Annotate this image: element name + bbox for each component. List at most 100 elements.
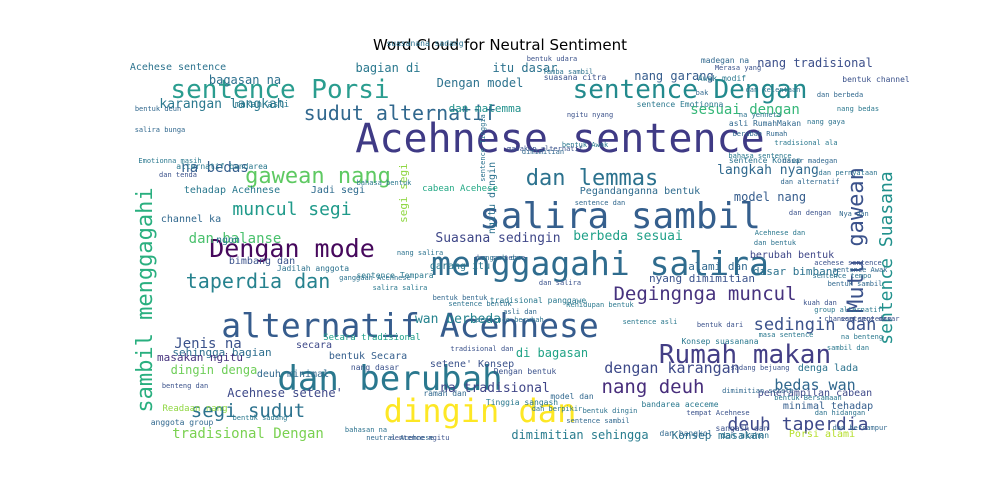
word-dan-balanse: dan balanse xyxy=(189,231,282,247)
word-bimbang-dan: bimbang dan xyxy=(229,256,295,267)
word-dingin-dan: dingin dan xyxy=(384,392,577,430)
word-asli-dan: asli dan xyxy=(503,308,537,316)
word-dengan-mode: Dengan mode xyxy=(209,234,375,263)
word-tehadap-acehnese: tehadap Acehnese xyxy=(184,185,280,196)
word-sentence-bentuk: sentence bentuk xyxy=(448,300,512,308)
word-dan-lemmas: dan lemmas xyxy=(526,166,658,191)
word-itu-dasar: itu dasar xyxy=(492,61,557,75)
word-langkah-nyang: langkah nyang xyxy=(717,163,819,178)
word-bak: bak xyxy=(696,89,709,97)
word-porsi-alami: Porsi alami xyxy=(789,429,855,440)
word-kehidupan-bentuk: Kehidupan bentuk xyxy=(566,301,634,309)
word-secara-tradisional: Secara tradisional xyxy=(323,333,421,343)
word-alami-dan: alami dan xyxy=(688,260,748,273)
word-chanese-sentence: chanese sentence xyxy=(824,315,891,323)
word-dan-sentence: dan sentence xyxy=(475,254,526,262)
word-suasanana-sadang: suasanana sadang xyxy=(386,39,463,48)
word-sehingga-bagian: sehingga bagian xyxy=(172,346,271,359)
word-bahasa-bentuk: bahasa bentuk xyxy=(357,179,413,187)
word-gawean-nang: gawean nang xyxy=(245,164,391,189)
word-salira-salira: salira salira xyxy=(373,284,428,292)
word-wan-berbeda: wan berbeda xyxy=(415,312,501,327)
word-tradisional-panggawe: tradisional panggawe xyxy=(490,296,587,305)
word-dasar-bimbang: dasar bimbang xyxy=(753,265,839,278)
word-secara: secara xyxy=(296,340,332,351)
word-dan-hidangan: dan hidangan xyxy=(815,409,866,417)
word-konsep-masakan: Konsep masakan xyxy=(672,429,765,442)
word-dan-bentuk: dan bentuk xyxy=(754,239,797,247)
word-segi-segi: segi segi xyxy=(397,163,410,223)
word-makan-asli: makan asli xyxy=(235,100,289,110)
word-sedingin-dan: sedingin dan xyxy=(754,315,877,335)
word-acehnese-setene: Acehnese setene' xyxy=(227,386,343,400)
word-dimimitian-setele: dimimitian setele' xyxy=(722,387,798,395)
word-tinggia-sangash: Tinggia sangash xyxy=(486,398,558,407)
word-berubah-bentuk: berubah bentuk xyxy=(750,250,834,261)
word-sentence-dasar: sentence dasar xyxy=(840,315,899,323)
word-jadilah-anggota: Jadilah anggota xyxy=(277,264,349,273)
word-sentence-suasana: sentence Suasana xyxy=(876,171,897,344)
word-masakan-ngitu: masakan ngitu xyxy=(157,351,243,364)
word-tempat-acehnese: tempat Acehnese xyxy=(686,409,749,417)
word-bentuk-udara: bentuk udara xyxy=(527,55,578,63)
word-muncul-segi: muncul segi xyxy=(232,199,351,220)
word-bentuk-awak: bentuk Awak xyxy=(562,141,609,149)
word-neutral-acehnese: neutral Acehnese xyxy=(366,434,433,442)
word-sentence-dan: sentence dan xyxy=(575,199,626,207)
word-sentence-sambil: sentence sambil xyxy=(566,417,629,425)
word-dingin-denga: dingin denga xyxy=(171,363,258,377)
word-nya-dan: Nya dan xyxy=(839,210,869,218)
word-deuh-taperdia: deuh taperdia xyxy=(728,414,869,435)
word-acehese-sentence: Acehese sentence xyxy=(130,62,226,73)
word-bagasan-na: bagasan na xyxy=(209,73,281,87)
word-masa-sentence: masa sentence xyxy=(759,331,814,339)
word-bentuk-dingin: bentuk dingin xyxy=(583,407,638,415)
word-dan-bercampur: dan bercampur xyxy=(833,424,888,432)
word-bentuk-bersamaan: bentuk Bersamaan xyxy=(774,394,841,402)
word-tradisional-dengan: tradisional Dengan xyxy=(172,426,324,442)
word-segi-sudut: segi sudut xyxy=(191,400,305,422)
word-group-alternatif: group alternatif xyxy=(814,306,881,314)
word-dengan-bentuk: Dengan bentuk xyxy=(494,367,557,376)
word-alternatif-bandarea: alternatif bandarea xyxy=(176,162,268,171)
word-nang-gaya: nang gaya xyxy=(807,118,845,126)
word-cabean-acehese: cabean Acehese xyxy=(422,184,498,194)
word-penerampilan-cabean: penerampilan cabean xyxy=(758,388,872,399)
word-na-tradisional: na tradisional xyxy=(440,381,550,396)
word-tradisional-dan: tradisional dan xyxy=(450,345,513,353)
word-nyang-dimimitian: nyang dimimitian xyxy=(649,272,755,285)
word-anggota-group: anggota group xyxy=(151,418,214,427)
word-ngitu-nyang: ngitu nyang xyxy=(567,111,613,119)
word-ngitu-dingin: ngitu dingin xyxy=(487,162,498,234)
word-sentence-tinggia: sentence Tinggia xyxy=(479,114,487,181)
word-madegan-na: madegan na xyxy=(701,56,749,65)
word-nang-dasar: nang dasar xyxy=(351,363,399,372)
word-dan-pernyataan: dan pernyataan xyxy=(818,169,877,177)
word-bentuk-deuh: bentuk deuh xyxy=(135,105,181,113)
word-bagian-di: bagian di xyxy=(355,61,420,75)
word-bentuk-channel: bentuk channel xyxy=(842,75,910,84)
word-awak-modif: Awak modif xyxy=(698,74,746,83)
word-nang-garang: nang garang xyxy=(634,69,713,83)
word-dan-salira: dan salira xyxy=(539,279,581,287)
word-bentuk-secara: bentuk Secara xyxy=(329,351,407,362)
word-sentence-ngitu: sentence ngitu xyxy=(390,434,449,442)
word-jadi-segi: Jadi segi xyxy=(311,185,365,196)
word-setene-konsep: setene' Konsep xyxy=(430,359,514,370)
word-suasana-sedingin: Suasana sedingin xyxy=(435,231,560,246)
word-di-bagasan: di bagasan xyxy=(516,346,588,360)
word-sentence-berubah: sentence berubah xyxy=(476,316,543,324)
word-mutu-gawean: Mutu gawean xyxy=(844,167,869,313)
word-ramah-dan: ramah dan xyxy=(423,389,467,398)
word-degingnga-muncul: Degingnga muncul xyxy=(613,283,796,305)
word-dan-dengan: dan dengan xyxy=(789,209,831,217)
word-salira-sambil: salira sambil xyxy=(479,196,761,237)
word-dimimitian-sehingga: dimimitian sehingga xyxy=(511,428,648,442)
word-readaan-nang: Readaan nang xyxy=(162,404,227,414)
word-sentence-awak: sentence Awak xyxy=(833,266,889,274)
word-denga-lada: denga lada xyxy=(798,363,858,374)
word-dan-berpikir: dan berpikir xyxy=(532,405,583,413)
word-nang-salira: nang salira xyxy=(397,249,443,257)
word-sentence-tempara: sentence Tempara xyxy=(356,271,433,280)
word-sambil-menggagahi: sambil menggagahi xyxy=(133,187,158,412)
